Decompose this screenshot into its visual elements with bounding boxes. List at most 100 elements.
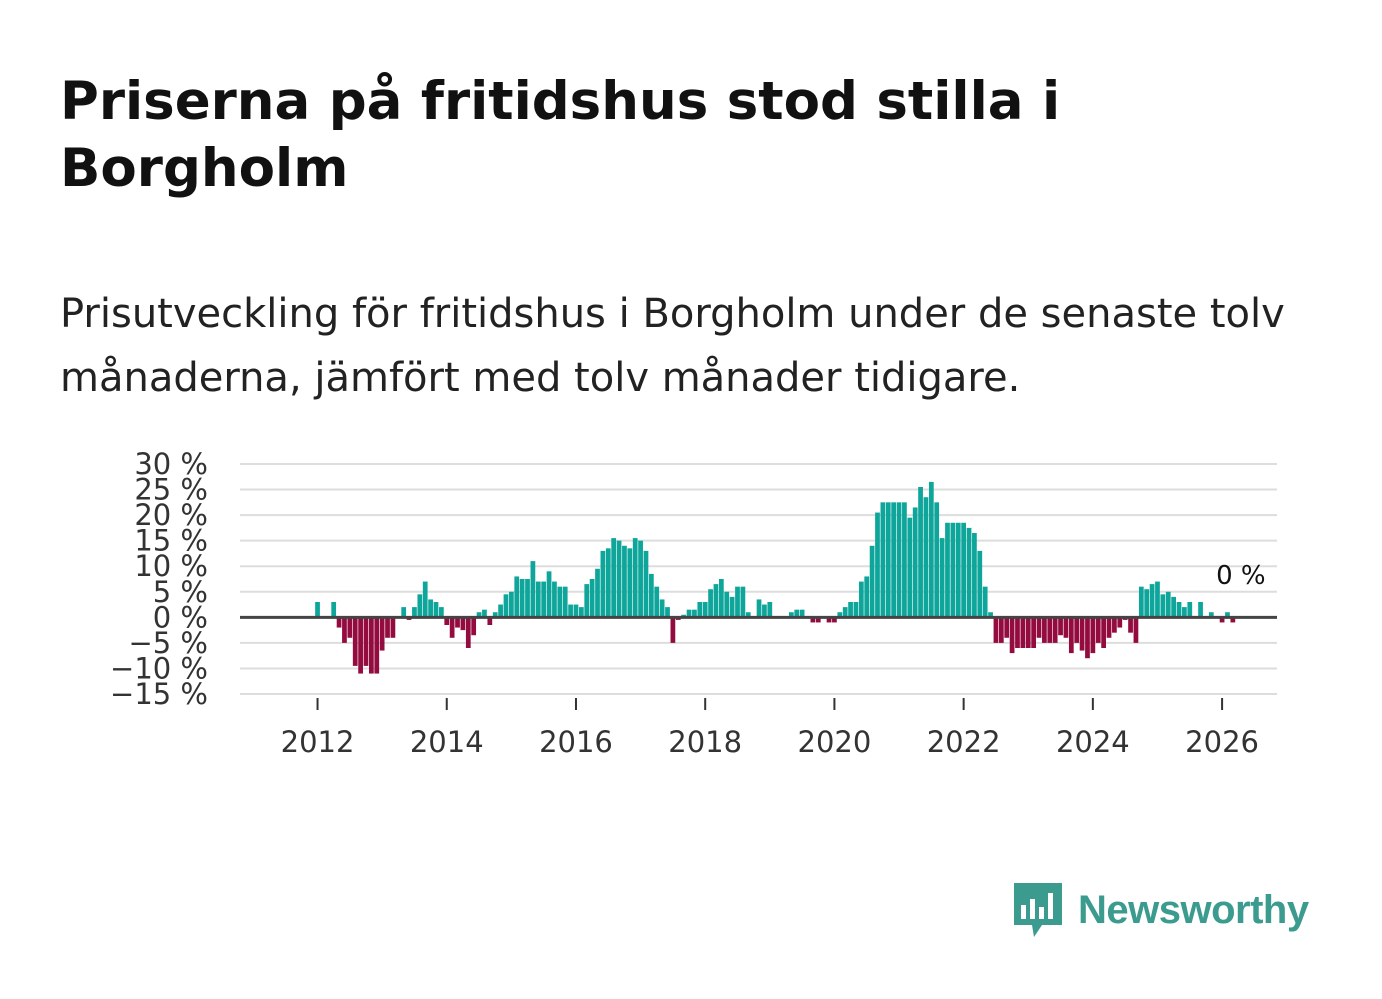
bar <box>1230 617 1236 623</box>
bar <box>331 602 337 618</box>
bar <box>1225 612 1230 618</box>
bar <box>708 589 713 618</box>
bar <box>498 604 503 618</box>
chart-subtitle: Prisutveckling för fritidshus i Borgholm… <box>60 291 1285 401</box>
bar <box>945 522 950 618</box>
bar <box>896 502 902 618</box>
bar <box>385 617 390 638</box>
bar <box>1063 617 1069 638</box>
bar <box>1219 617 1225 623</box>
bar <box>611 538 617 618</box>
bar <box>928 481 934 618</box>
bar <box>665 607 670 618</box>
bar <box>525 579 530 618</box>
bar <box>487 617 493 625</box>
bar <box>998 617 1004 643</box>
newsworthy-logo-icon <box>1014 883 1062 937</box>
x-tick-label: 2018 <box>668 725 742 759</box>
bar <box>627 548 633 618</box>
bar <box>1031 617 1037 648</box>
bar <box>826 617 832 623</box>
y-tick-label: 5 % <box>153 575 208 609</box>
bar <box>1036 617 1042 638</box>
bar <box>1020 617 1026 648</box>
bar <box>966 527 972 618</box>
x-tick-label: 2020 <box>798 725 872 759</box>
bar <box>950 522 956 618</box>
bar <box>902 502 907 618</box>
bar <box>1009 617 1015 654</box>
bar <box>1106 617 1112 638</box>
y-tick-label: 20 % <box>134 498 208 532</box>
bar <box>1090 617 1096 654</box>
bar <box>428 599 433 618</box>
bar <box>1128 617 1133 633</box>
bar <box>735 586 740 618</box>
bar <box>692 609 697 618</box>
bar <box>702 602 708 618</box>
bar <box>977 550 983 618</box>
bar <box>638 540 643 618</box>
bar <box>584 584 590 618</box>
bar <box>595 568 600 618</box>
bar <box>412 607 417 618</box>
bar <box>1165 591 1171 618</box>
bar <box>1198 602 1203 618</box>
bar <box>508 591 514 618</box>
x-tick-label: 2024 <box>1056 725 1130 759</box>
bar <box>713 584 719 618</box>
bar <box>422 581 428 618</box>
bar <box>923 497 929 618</box>
bar <box>697 602 703 618</box>
bar <box>654 586 660 618</box>
bar <box>589 579 595 618</box>
bar <box>1101 617 1106 648</box>
y-tick-label: −15 % <box>110 677 208 711</box>
bar <box>842 607 848 618</box>
bar <box>1149 584 1155 618</box>
bar <box>934 502 940 618</box>
bar <box>729 596 735 618</box>
bar <box>1160 594 1166 618</box>
x-tick-label: 2014 <box>410 725 484 759</box>
bar <box>336 617 342 628</box>
y-tick-label: −10 % <box>110 651 208 685</box>
chart-title: Priserna på fritidshus stod stilla i Bor… <box>60 71 1061 199</box>
bar <box>718 579 724 618</box>
bar <box>632 538 638 618</box>
bar <box>1171 596 1176 618</box>
bar <box>1058 617 1063 636</box>
bar <box>961 522 967 618</box>
bar <box>918 487 923 618</box>
bar <box>514 576 520 618</box>
last-value-label: 0 % <box>1216 561 1266 591</box>
bar <box>1085 617 1090 659</box>
newsworthy-logo: Newsworthy <box>1012 880 1309 940</box>
bar <box>745 612 751 618</box>
bar <box>1047 617 1053 643</box>
bar <box>622 545 627 618</box>
bar <box>552 581 557 618</box>
bar-series <box>315 481 1236 674</box>
bar-chart: 30 %25 %20 %15 %10 %5 %0 %−5 %−10 %−15 %… <box>110 447 1277 759</box>
bar <box>557 586 563 618</box>
bar <box>541 581 547 618</box>
bar <box>907 517 913 618</box>
bar <box>993 617 999 643</box>
x-tick-label: 2022 <box>927 725 1001 759</box>
bar <box>1095 617 1101 643</box>
bar <box>573 604 579 618</box>
y-tick-label: 0 % <box>153 600 208 634</box>
bar <box>568 604 573 618</box>
bar <box>1182 607 1187 618</box>
bar <box>885 502 891 618</box>
bar <box>535 581 541 618</box>
y-tick-label: 30 % <box>134 447 208 481</box>
bar <box>1144 589 1150 618</box>
y-tick-label: 25 % <box>134 473 208 507</box>
bar <box>1112 617 1117 633</box>
bar <box>670 617 676 643</box>
bar <box>982 586 988 618</box>
bar <box>374 617 380 674</box>
bar <box>578 607 584 618</box>
